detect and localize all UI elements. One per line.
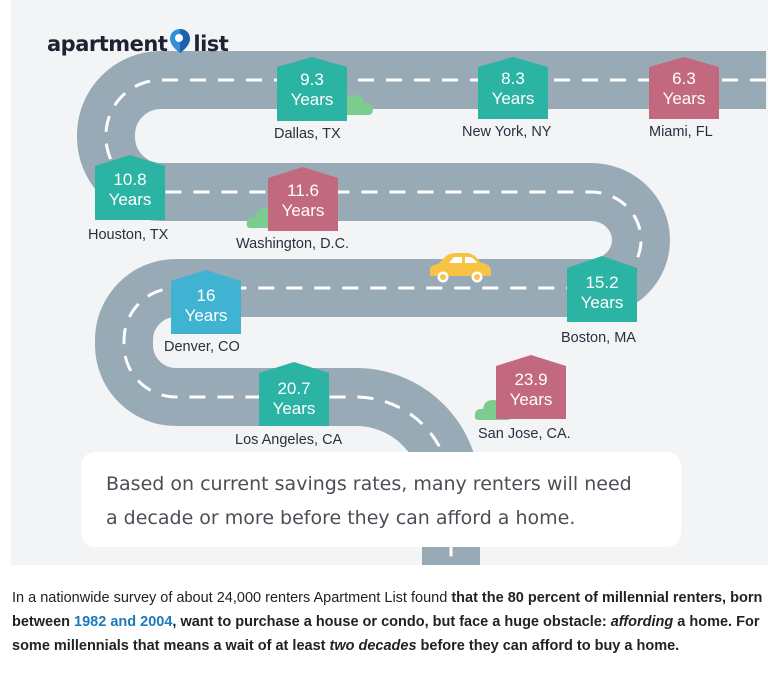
city-label-miami: Miami, FL (649, 124, 713, 140)
caption-italic-affording: affording (610, 614, 674, 630)
house-marker-miami: 6.3 Years (649, 57, 719, 119)
birth-years-link[interactable]: 1982 and 2004 (74, 614, 173, 630)
caption-bold-2: , want to purchase a house or condo, but… (172, 614, 611, 630)
house-marker-boston: 15.2 Years (567, 256, 637, 322)
car-icon (430, 253, 491, 283)
caption-bold-4: before they can afford to buy a home. (416, 638, 680, 654)
years-unit: Years (290, 90, 334, 109)
years-unit: Years (509, 390, 553, 409)
years-value: 6.3 (672, 69, 696, 88)
caption-bold-1: that the 80 percent of millennial renter… (12, 590, 763, 630)
years-unit: Years (272, 399, 316, 418)
caption-bold-3: a home. For some millennials that means … (12, 614, 760, 654)
city-label-dallas: Dallas, TX (274, 126, 341, 142)
article-paragraph: In a nationwide survey of about 24,000 r… (12, 586, 764, 658)
caption-italic-two-decades: two decades (329, 638, 417, 654)
city-label-san-jose: San Jose, CA. (478, 426, 571, 442)
logo-text-right: list (193, 31, 229, 56)
years-unit: Years (184, 306, 228, 325)
summary-line-2: a decade or more before they can afford … (106, 507, 576, 529)
years-unit: Years (491, 89, 535, 108)
years-value: 9.3 (300, 70, 324, 89)
city-label-denver: Denver, CO (164, 339, 240, 355)
city-label-boston: Boston, MA (561, 330, 636, 346)
apartment-list-logo: apartment list (47, 28, 229, 59)
years-value: 11.6 (287, 181, 319, 200)
city-label-new-york: New York, NY (462, 124, 552, 140)
summary-line-1: Based on current savings rates, many ren… (106, 473, 632, 495)
years-unit: Years (281, 201, 325, 220)
city-label-washington: Washington, D.C. (236, 236, 350, 252)
years-value: 15.2 (585, 273, 619, 292)
house-marker-san-jose: 23.9 Years (496, 355, 566, 419)
city-label-houston: Houston, TX (88, 227, 169, 243)
location-pin-icon (169, 28, 191, 59)
years-value: 8.3 (501, 69, 525, 88)
summary-callout: Based on current savings rates, many ren… (81, 452, 681, 547)
house-marker-denver: 16 Years (171, 270, 241, 334)
house-marker-los-angeles: 20.7 Years (259, 362, 329, 426)
house-marker-houston: 10.8 Years (95, 155, 165, 220)
summary-text: Based on current savings rates, many ren… (106, 467, 671, 535)
logo-text-left: apartment (47, 31, 168, 56)
years-unit: Years (580, 293, 624, 312)
years-unit: Years (662, 89, 706, 108)
house-marker-new-york: 8.3 Years (478, 57, 548, 119)
house-marker-washington: 11.6 Years (268, 167, 338, 231)
years-value: 10.8 (113, 170, 147, 189)
city-label-los-angeles: Los Angeles, CA (235, 432, 343, 448)
years-unit: Years (108, 190, 152, 209)
house-marker-dallas: 9.3 Years (277, 57, 347, 121)
years-value: 16 (196, 286, 216, 305)
years-value: 23.9 (514, 370, 548, 389)
caption-intro: In a nationwide survey of about 24,000 r… (12, 590, 452, 606)
years-value: 20.7 (277, 379, 311, 398)
